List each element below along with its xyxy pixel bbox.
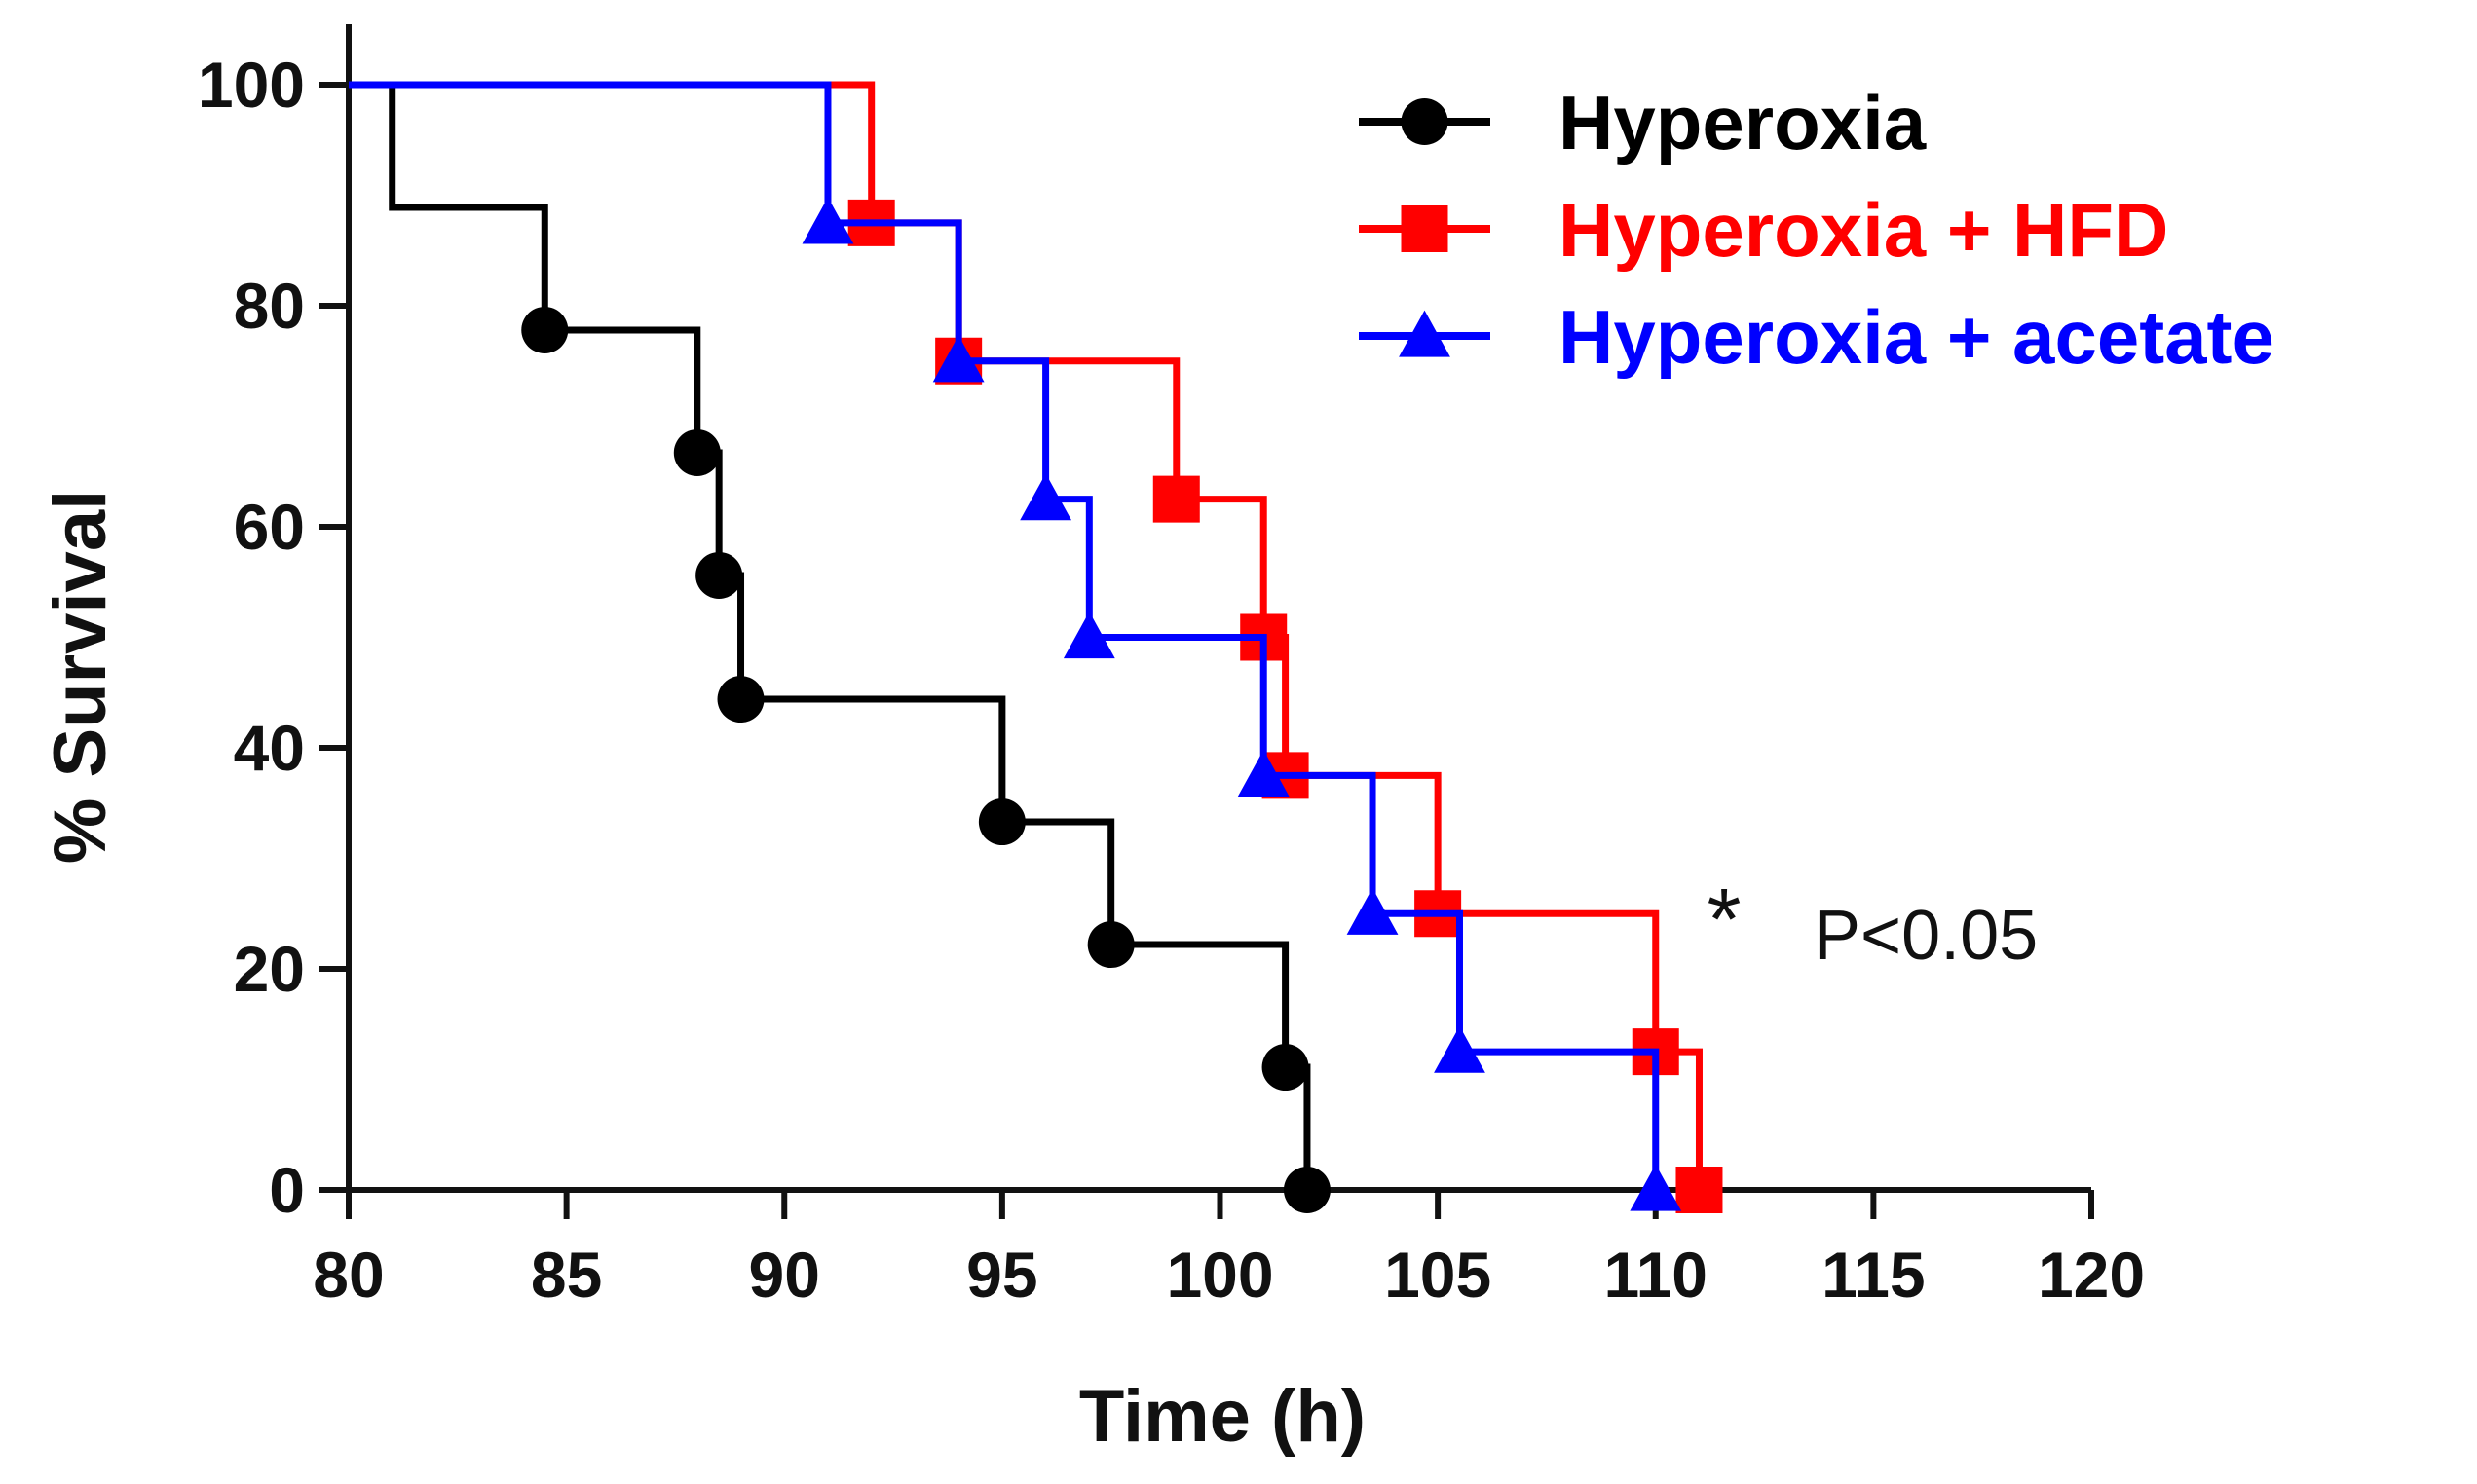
- data-point: [1063, 612, 1115, 659]
- legend: Hyperoxia Hyperoxia + HFD Hyperoxia + acet…: [1359, 80, 2274, 380]
- y-tick-label: 0: [269, 1154, 305, 1226]
- legend-label: Hyperoxia + acetate: [1558, 294, 2274, 380]
- x-tick-label: 95: [966, 1239, 1037, 1311]
- series-circle: [349, 81, 1331, 1213]
- p-value-annotation: P<0.05: [1814, 897, 2038, 975]
- data-point: [1434, 1025, 1485, 1073]
- x-tick-label: 90: [749, 1239, 820, 1311]
- legend-label: Hyperoxia + HFD: [1558, 187, 2168, 273]
- legend-marker: [1401, 98, 1448, 145]
- data-point: [978, 798, 1026, 846]
- significance-star: *: [1707, 872, 1741, 969]
- data-point: [717, 676, 765, 723]
- x-tick-label: 115: [1821, 1239, 1925, 1311]
- y-axis-title: % Survival: [39, 490, 122, 864]
- data-point: [695, 551, 743, 599]
- legend-item: Hyperoxia + acetate: [1359, 294, 2274, 380]
- data-point: [1630, 1164, 1682, 1211]
- series-layer: [349, 81, 1723, 1213]
- data-point: [1087, 921, 1135, 969]
- data-point: [1261, 1044, 1309, 1092]
- data-point: [1346, 887, 1399, 935]
- legend-item: Hyperoxia: [1359, 80, 1927, 166]
- data-point: [521, 306, 569, 353]
- x-tick-label: 85: [531, 1239, 602, 1311]
- data-point: [1283, 1167, 1331, 1213]
- y-tick-label: 20: [234, 933, 305, 1005]
- y-tick-label: 100: [198, 49, 305, 121]
- data-point: [1675, 1167, 1723, 1213]
- series-triangle: [349, 81, 1682, 1211]
- x-tick-label: 80: [313, 1239, 384, 1311]
- data-point: [1237, 749, 1290, 797]
- data-point: [802, 197, 854, 244]
- data-point: [932, 335, 985, 383]
- data-point: [1020, 473, 1071, 521]
- legend-label: Hyperoxia: [1558, 80, 1927, 166]
- y-tick-label: 80: [234, 270, 305, 342]
- data-point: [673, 428, 721, 476]
- legend-item: Hyperoxia + HFD: [1359, 187, 2168, 273]
- x-axis-title: Time (h): [1079, 1375, 1366, 1458]
- x-tick-label: 110: [1604, 1239, 1708, 1311]
- y-tick-label: 40: [234, 712, 305, 784]
- x-tick-label: 120: [2038, 1239, 2145, 1311]
- x-tick-label: 100: [1166, 1239, 1273, 1311]
- axes: 80 85 90 95 100 105 110 115 120 0 20 40 60 80 100: [198, 24, 2145, 1311]
- data-point: [1152, 475, 1200, 523]
- y-tick-label: 60: [234, 491, 305, 563]
- legend-marker: [1399, 310, 1450, 357]
- x-tick-label: 105: [1384, 1239, 1491, 1311]
- legend-marker: [1401, 205, 1448, 252]
